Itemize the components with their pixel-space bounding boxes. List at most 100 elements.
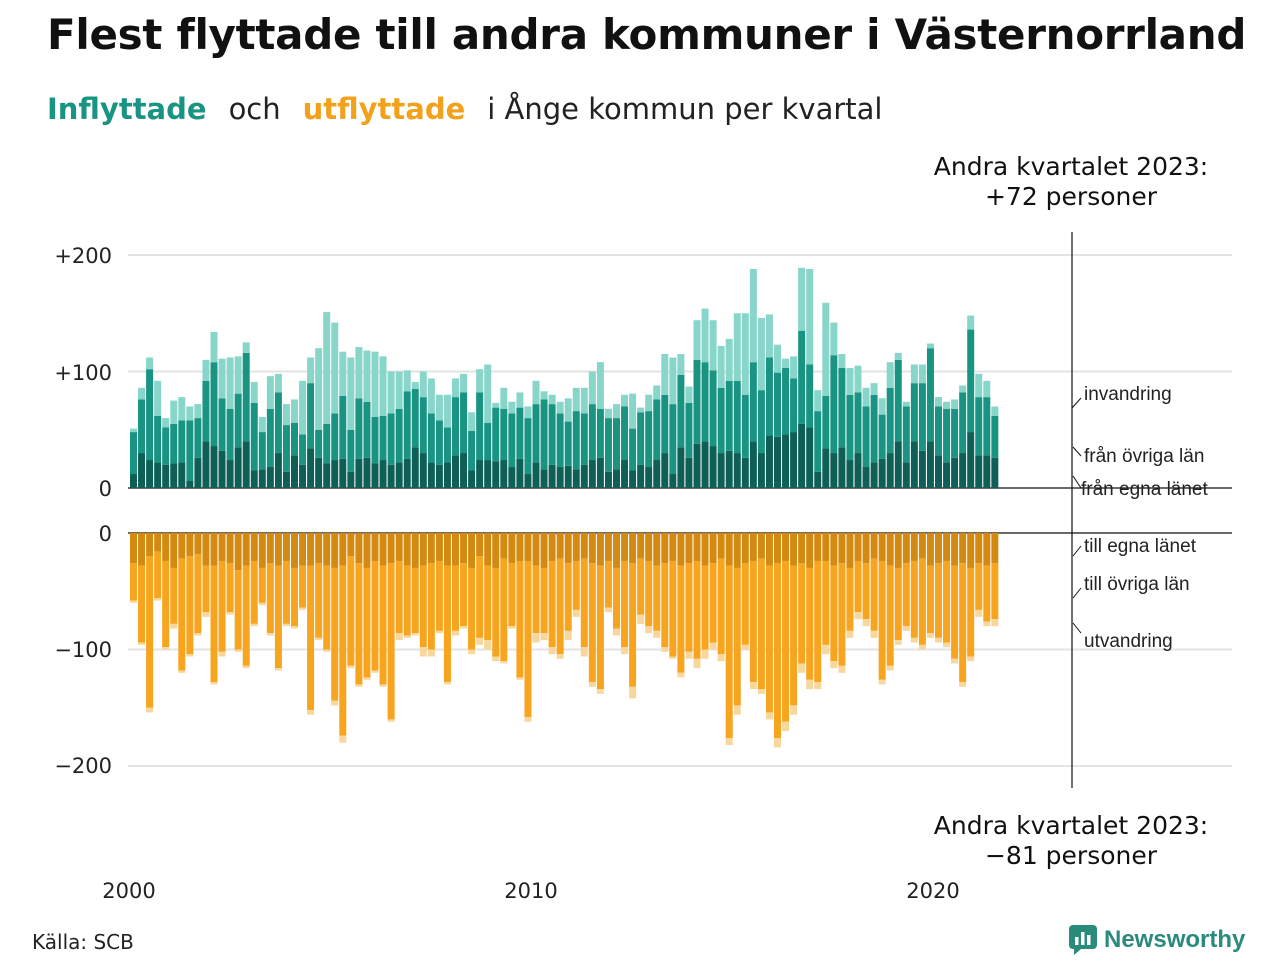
bar-outflow xyxy=(765,565,773,713)
bar-inflow xyxy=(170,423,178,464)
bar-inflow xyxy=(299,380,307,435)
bar-outflow xyxy=(242,665,250,669)
bar-inflow xyxy=(210,331,218,363)
bar-inflow xyxy=(258,416,266,433)
bar-inflow xyxy=(669,474,677,488)
bar-outflow xyxy=(146,707,154,713)
bar-outflow xyxy=(588,563,596,683)
bar-outflow xyxy=(693,560,701,659)
bar-outflow xyxy=(935,563,942,638)
bar-inflow xyxy=(653,399,661,461)
y-tick-label: +100 xyxy=(54,361,112,385)
bar-outflow xyxy=(468,649,476,655)
annotation-top-line2: +72 personer xyxy=(985,182,1158,211)
bar-outflow xyxy=(822,560,830,645)
bar-outflow xyxy=(814,682,822,690)
bar-outflow xyxy=(556,533,564,559)
bar-inflow xyxy=(460,453,468,488)
bar-outflow xyxy=(854,612,862,620)
bar-inflow xyxy=(854,392,862,454)
bar-inflow xyxy=(774,372,781,437)
bar-inflow xyxy=(508,401,516,414)
bar-inflow xyxy=(685,402,693,458)
bar-outflow xyxy=(347,556,355,666)
legend-fran-egna-lanet: från egna länet xyxy=(1081,479,1208,500)
bar-inflow xyxy=(403,458,411,488)
bar-inflow xyxy=(443,427,451,463)
bar-outflow xyxy=(476,533,484,557)
bar-outflow xyxy=(162,533,170,561)
bar-inflow xyxy=(902,401,910,407)
bar-inflow xyxy=(186,481,194,488)
bar-inflow xyxy=(242,352,250,442)
bar-inflow xyxy=(234,447,242,488)
bar-inflow xyxy=(371,351,379,417)
bar-inflow xyxy=(170,463,178,488)
bar-outflow xyxy=(194,553,202,634)
bar-inflow xyxy=(572,387,580,412)
bar-inflow xyxy=(741,457,749,488)
bar-inflow xyxy=(315,457,323,488)
bar-inflow xyxy=(894,441,902,488)
bar-outflow xyxy=(910,533,918,561)
bar-outflow xyxy=(315,533,323,564)
bar-outflow xyxy=(250,623,258,627)
bar-inflow xyxy=(757,317,765,391)
bar-inflow xyxy=(806,427,814,488)
bar-outflow xyxy=(403,635,411,638)
bar-inflow xyxy=(830,453,838,488)
bar-inflow xyxy=(975,373,983,398)
bar-inflow xyxy=(814,390,822,412)
bar-inflow xyxy=(403,391,411,459)
bar-inflow xyxy=(814,471,822,488)
bar-outflow xyxy=(234,649,242,652)
bar-inflow xyxy=(508,467,516,488)
bar-inflow xyxy=(138,453,146,488)
bar-outflow xyxy=(460,626,468,629)
bar-outflow xyxy=(741,563,749,645)
bar-inflow xyxy=(943,462,951,488)
bar-outflow xyxy=(838,563,846,666)
bar-outflow xyxy=(500,661,508,664)
newsworthy-logo[interactable]: Newsworthy xyxy=(1068,924,1245,956)
bar-inflow xyxy=(460,392,468,454)
bar-inflow xyxy=(621,406,629,461)
bar-inflow xyxy=(629,470,637,488)
bar-outflow xyxy=(677,533,685,566)
bar-inflow xyxy=(910,364,918,384)
bar-outflow xyxy=(339,565,347,736)
bar-inflow xyxy=(749,362,757,442)
inflow-bars xyxy=(130,267,999,488)
bar-inflow xyxy=(749,441,757,488)
bar-inflow xyxy=(443,462,451,488)
bar-inflow xyxy=(733,380,741,454)
leader-invandring xyxy=(1071,397,1082,409)
bar-outflow xyxy=(629,686,637,699)
legend-fran-ovriga-lan: från övriga län xyxy=(1084,446,1204,467)
bar-outflow xyxy=(878,533,886,561)
bar-outflow xyxy=(870,533,878,559)
bar-outflow xyxy=(645,533,653,561)
bar-outflow xyxy=(347,665,355,669)
bar-outflow xyxy=(202,612,210,617)
bar-inflow xyxy=(580,413,588,465)
bar-inflow xyxy=(476,392,484,461)
bar-inflow xyxy=(266,376,274,409)
bar-inflow xyxy=(709,370,717,447)
bar-outflow xyxy=(282,623,290,627)
bar-inflow xyxy=(299,464,307,488)
bar-inflow xyxy=(564,421,572,466)
bar-inflow xyxy=(709,320,717,371)
bar-inflow xyxy=(242,441,250,488)
bar-outflow xyxy=(621,533,629,561)
bar-inflow xyxy=(894,359,902,442)
bar-outflow xyxy=(178,533,186,559)
bar-outflow xyxy=(637,533,645,559)
x-tick-label: 2000 xyxy=(102,879,155,903)
bar-inflow xyxy=(202,441,210,488)
bar-inflow xyxy=(653,460,661,488)
bar-outflow xyxy=(556,558,564,655)
bar-inflow xyxy=(323,423,331,464)
bar-outflow xyxy=(782,533,790,561)
bar-inflow xyxy=(299,434,307,465)
